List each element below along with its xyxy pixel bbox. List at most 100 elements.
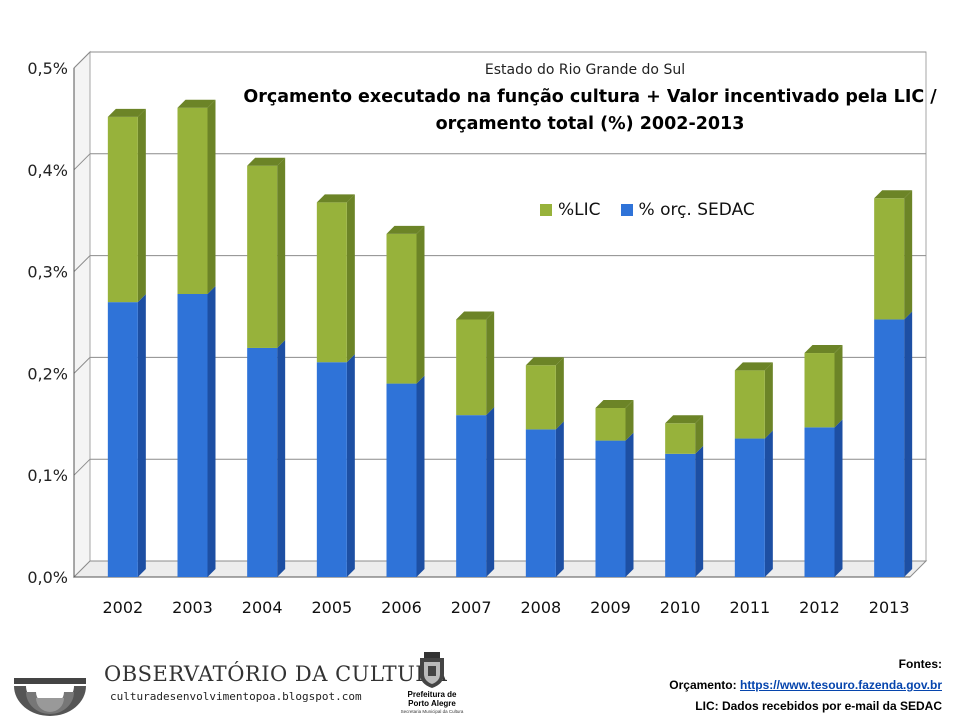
gridline-side xyxy=(73,357,91,374)
bar-side-lic xyxy=(904,190,913,320)
x-tick-label: 2010 xyxy=(660,598,701,617)
x-tick-label: 2011 xyxy=(729,598,770,617)
bar-side-sedac xyxy=(486,407,495,577)
bar-side-lic xyxy=(555,357,564,430)
legend-label-lic: %LIC xyxy=(558,200,601,220)
y-tick-label: 0,4% xyxy=(27,161,68,180)
sources-orcamento-label: Orçamento: xyxy=(669,678,737,692)
observatorio-logo-icon xyxy=(14,678,86,716)
bar-top-lic xyxy=(247,157,286,166)
sources-orcamento: Orçamento: https://www.tesouro.fazenda.g… xyxy=(669,675,942,696)
sources-orcamento-link[interactable]: https://www.tesouro.fazenda.gov.br xyxy=(739,678,942,692)
bar-lic xyxy=(525,365,556,430)
bar-side-sedac xyxy=(346,354,355,577)
footer: OBSERVATÓRIO DA CULTURA culturadesenvolv… xyxy=(0,638,960,720)
bar-top-lic xyxy=(316,194,355,203)
bar-group-2013 xyxy=(874,190,913,577)
x-tick-label: 2008 xyxy=(520,598,561,617)
bar-side-sedac xyxy=(625,432,634,577)
legend-swatch-lic xyxy=(540,204,552,216)
bar-side-lic xyxy=(486,311,495,416)
prefeitura-name: Prefeitura de Porto Alegre xyxy=(392,690,472,708)
gridline-side xyxy=(73,255,91,272)
bar-lic xyxy=(665,423,696,454)
bar-side-lic xyxy=(625,400,634,441)
bar-sedac xyxy=(525,429,556,577)
bar-side-lic xyxy=(416,225,425,384)
x-tick-label: 2009 xyxy=(590,598,631,617)
bar-sedac xyxy=(316,362,347,577)
chart-title-line-2: orçamento total (%) 2002-2013 xyxy=(435,114,745,134)
bar-group-2004 xyxy=(247,157,286,577)
bar-sedac xyxy=(665,453,696,577)
y-tick-label: 0,3% xyxy=(27,263,68,282)
bar-side-lic xyxy=(695,415,704,454)
bar-top-lic xyxy=(595,400,634,409)
bar-sedac xyxy=(734,438,765,577)
legend-item-sedac: % orç. SEDAC xyxy=(620,200,755,220)
bar-sedac xyxy=(874,319,905,577)
bar-top-lic xyxy=(874,190,913,199)
bar-side-sedac xyxy=(207,285,216,577)
bar-group-2006 xyxy=(386,225,425,577)
bar-side-sedac xyxy=(764,430,773,577)
bar-lic xyxy=(247,165,278,348)
bar-side-sedac xyxy=(834,419,843,577)
chart-title-line-1: Orçamento executado na função cultura + … xyxy=(243,87,937,107)
legend-swatch-sedac xyxy=(620,204,633,216)
plot-side-wall xyxy=(73,50,91,579)
gridline-side xyxy=(73,51,91,69)
bar-group-2012 xyxy=(804,345,843,577)
x-tick-label: 2012 xyxy=(799,598,840,617)
bar-lic xyxy=(874,198,905,320)
y-tick-label: 0,5% xyxy=(27,59,68,78)
bar-lic xyxy=(804,353,835,428)
bar-lic xyxy=(595,408,626,441)
sources-title: Fontes: xyxy=(898,657,942,671)
bar-sedac xyxy=(804,427,835,577)
blog-url[interactable]: culturadesenvolvimentopoa.blogspot.com xyxy=(110,690,362,703)
bar-group-2011 xyxy=(734,362,773,577)
bar-group-2007 xyxy=(456,311,495,577)
bar-lic xyxy=(456,319,487,416)
bar-side-sedac xyxy=(695,445,704,577)
bar-group-2009 xyxy=(595,400,634,577)
bar-top-lic xyxy=(734,362,773,371)
gridline-side xyxy=(73,458,91,476)
bar-side-lic xyxy=(207,99,216,294)
chart-subtitle: Estado do Rio Grande do Sul xyxy=(484,62,686,78)
bar-side-lic xyxy=(834,345,843,428)
bar-lic xyxy=(316,202,347,363)
x-tick-label: 2004 xyxy=(242,598,283,617)
bar-sedac xyxy=(595,440,626,577)
bar-top-lic xyxy=(665,415,704,424)
bar-top-lic xyxy=(804,345,843,354)
prefeitura-line-2: Porto Alegre xyxy=(408,699,456,708)
legend-label-sedac: % orç. SEDAC xyxy=(638,200,755,220)
bar-group-2005 xyxy=(316,194,355,577)
bar-lic xyxy=(177,107,208,294)
legend: %LIC % orç. SEDAC xyxy=(540,200,755,220)
legend-item-lic: %LIC xyxy=(540,200,601,220)
bar-group-2003 xyxy=(177,99,216,577)
x-tick-label: 2006 xyxy=(381,598,422,617)
sources-lic-note: LIC: Dados recebidos por e-mail da SEDAC xyxy=(695,699,942,713)
chart-title: Orçamento executado na função cultura + … xyxy=(240,84,940,138)
x-tick-label: 2003 xyxy=(172,598,213,617)
gridline-side xyxy=(73,153,91,171)
bar-side-sedac xyxy=(137,294,146,577)
bar-side-lic xyxy=(346,194,355,363)
bar-lic xyxy=(386,233,417,384)
bar-side-lic xyxy=(764,362,773,439)
prefeitura-subtitle: Secretaria Municipal da Cultura xyxy=(400,709,464,714)
bar-side-lic xyxy=(137,108,146,303)
bar-side-sedac xyxy=(277,339,286,577)
bar-sedac xyxy=(386,383,417,577)
bar-group-2010 xyxy=(665,415,704,577)
prefeitura-line-1: Prefeitura de xyxy=(407,690,457,699)
y-tick-label: 0,0% xyxy=(27,568,68,587)
bar-side-sedac xyxy=(416,375,425,577)
x-tick-label: 2002 xyxy=(102,598,143,617)
plot-back-wall xyxy=(89,51,927,562)
